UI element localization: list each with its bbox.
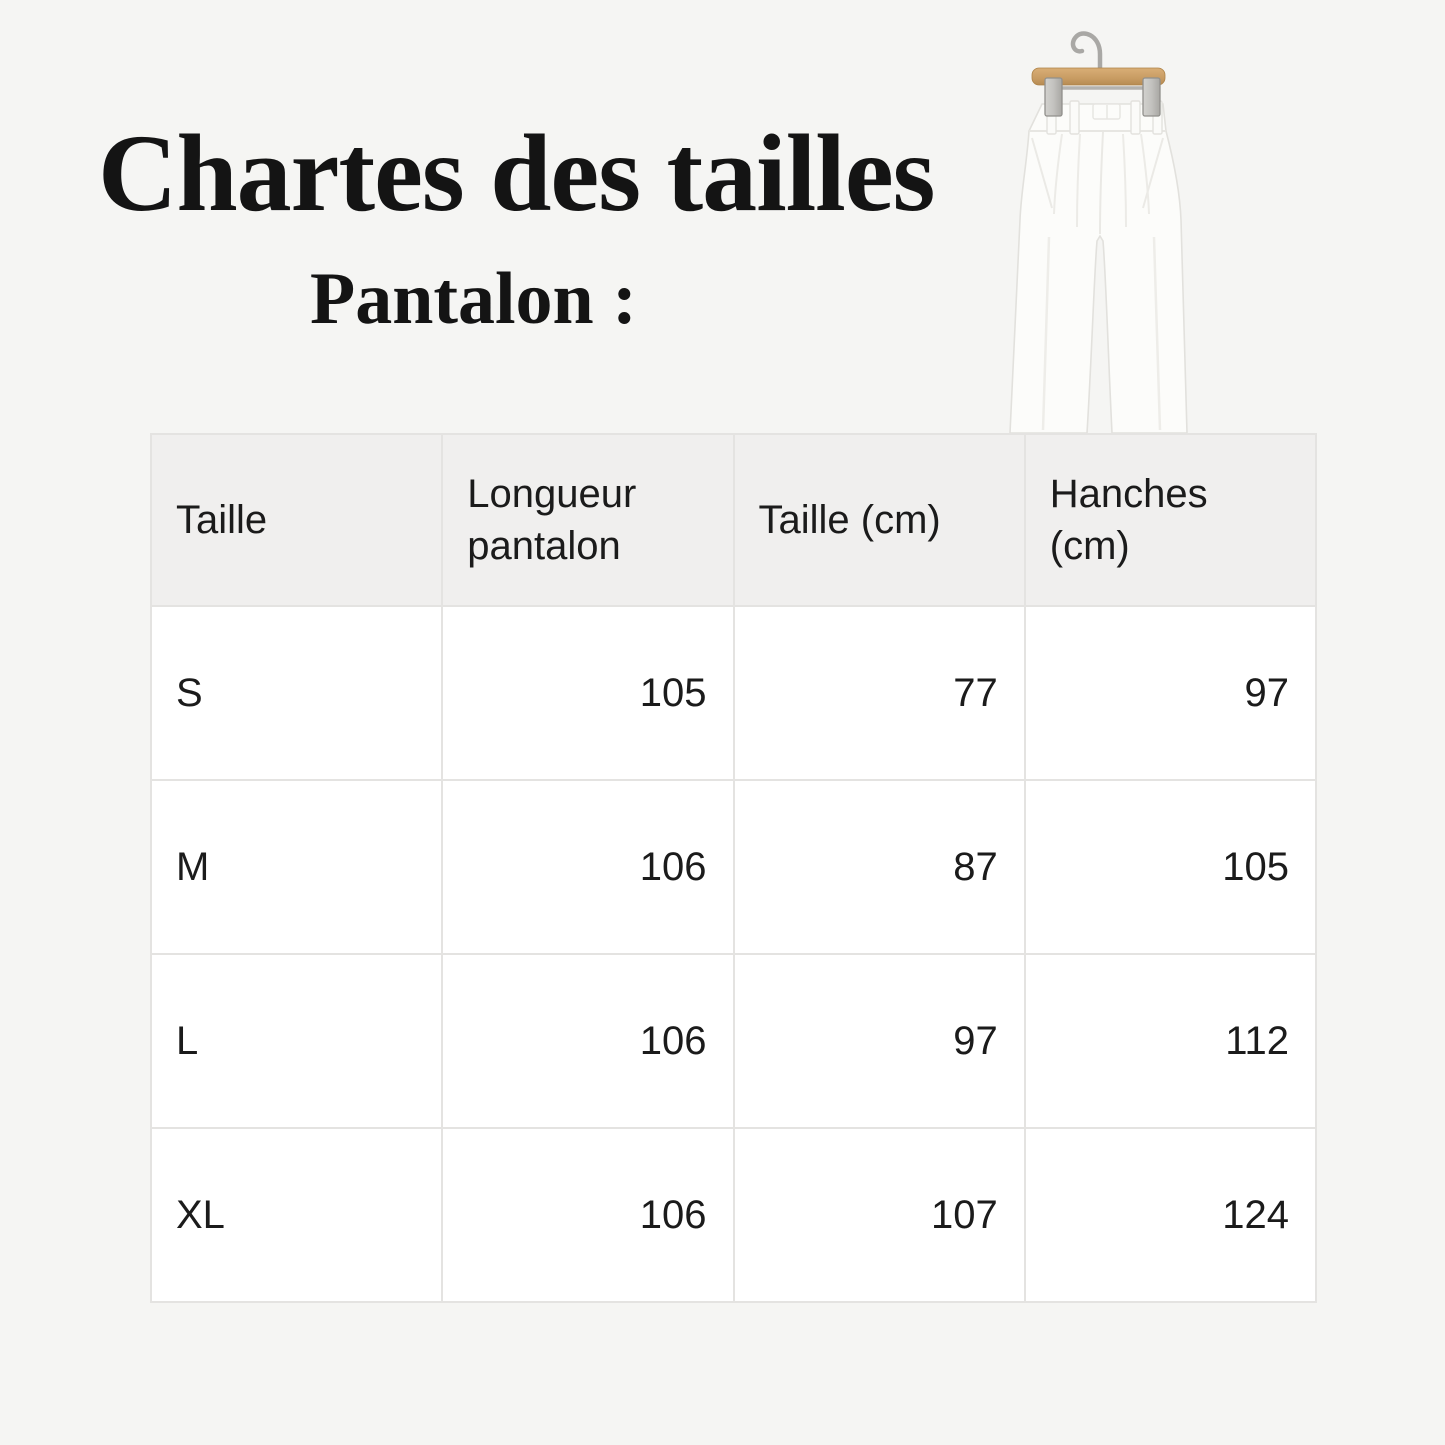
page-subtitle: Pantalon : [310,258,637,340]
product-photo-pants [950,22,1250,433]
hanches-value: 105 [1023,779,1318,955]
taille-value: 97 [732,953,1026,1129]
longueur-value: 106 [441,953,735,1129]
table-header-row: Taille Longueur pantalon Taille (cm) Han… [149,433,1318,607]
taille-value: 87 [732,779,1026,955]
hanches-value: 97 [1023,605,1318,781]
longueur-value: 106 [441,779,735,955]
taille-value: 107 [732,1127,1026,1303]
page-title: Chartes des tailles [98,112,935,234]
hanger-icon [1031,31,1166,90]
table-row-l: L 106 97 112 [149,953,1318,1129]
table-row-xl: XL 106 107 124 [149,1127,1318,1303]
longueur-value: 106 [441,1127,735,1303]
header-cell-taille: Taille [149,433,444,607]
header-cell-taille-cm: Taille (cm) [732,433,1026,607]
header-cell-longueur: Longueur pantalon [441,433,735,607]
size-label: M [149,779,444,955]
size-table: Taille Longueur pantalon Taille (cm) Han… [149,433,1318,1303]
longueur-value: 105 [441,605,735,781]
hanches-value: 112 [1023,953,1318,1129]
pants-graphic [1009,100,1188,433]
size-label: L [149,953,444,1129]
taille-value: 77 [732,605,1026,781]
size-label: S [149,605,444,781]
pants-on-hanger-image [1009,31,1188,433]
hanches-value: 124 [1023,1127,1318,1303]
table-row-m: M 106 87 105 [149,779,1318,955]
size-label: XL [149,1127,444,1303]
table-row-s: S 105 77 97 [149,605,1318,781]
header-cell-hanches: Hanches (cm) [1023,433,1318,607]
hanger-clips-icon [1044,77,1161,117]
